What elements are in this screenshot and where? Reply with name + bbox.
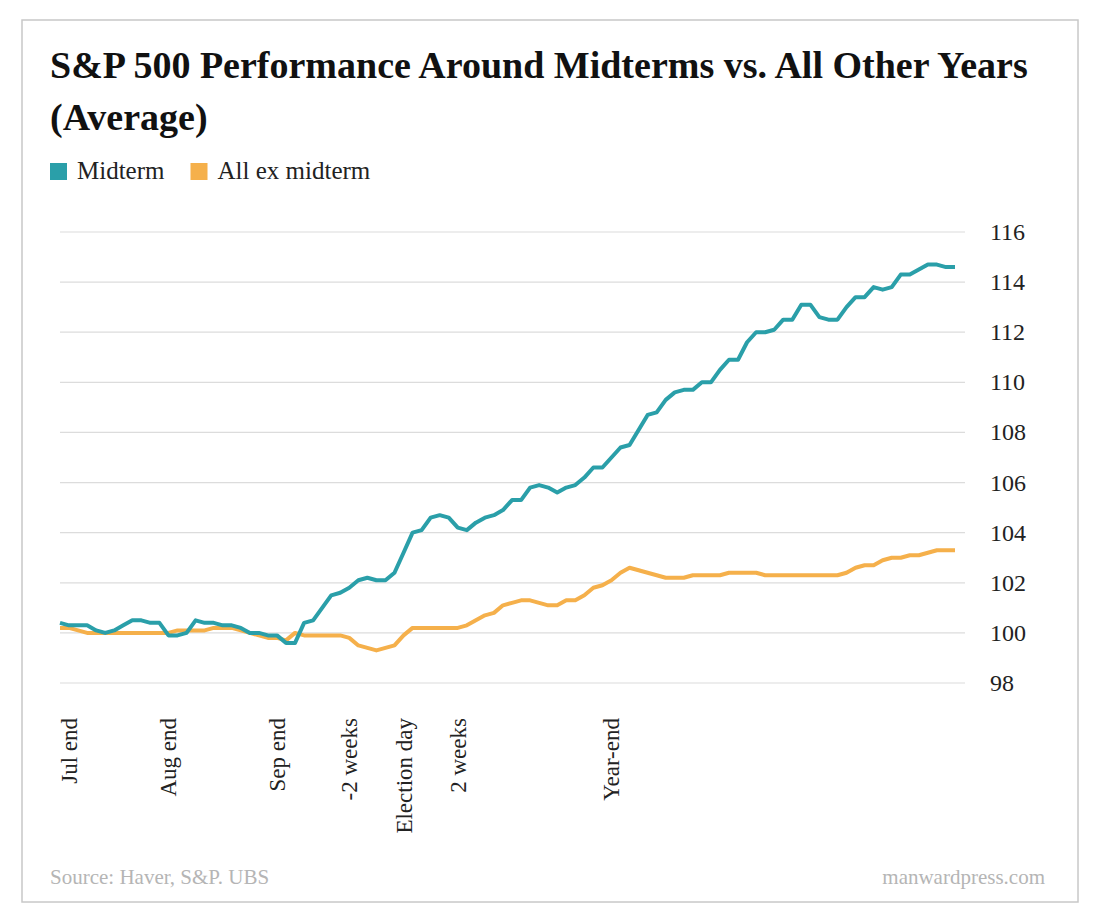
credit: manwardpress.com bbox=[882, 865, 1045, 889]
x-tick-label: Year-end bbox=[599, 718, 624, 801]
x-tick-label: Aug end bbox=[156, 718, 181, 797]
grid-line bbox=[60, 231, 965, 232]
title-line: S&P 500 Performance Around Midterms vs. … bbox=[50, 44, 1028, 86]
legend: Midterm All ex midterm bbox=[50, 157, 371, 184]
x-tick-label: 2 weeks bbox=[446, 718, 471, 793]
y-tick-label: 106 bbox=[990, 470, 1026, 496]
y-tick-label: 110 bbox=[990, 369, 1025, 395]
grid-line bbox=[60, 632, 965, 633]
y-tick-label: 104 bbox=[990, 520, 1026, 546]
grid-line bbox=[60, 432, 965, 433]
grid-line bbox=[60, 682, 965, 683]
grid-line bbox=[60, 582, 965, 583]
x-tick-label: Jul end bbox=[57, 718, 82, 784]
source: Source: Haver, S&P. UBS bbox=[50, 865, 269, 889]
grid-line bbox=[60, 382, 965, 383]
x-tick-label: -2 weeks bbox=[337, 718, 362, 800]
grid-line bbox=[60, 282, 965, 283]
series-line bbox=[60, 550, 955, 650]
frame bbox=[22, 20, 1078, 902]
grid-line bbox=[60, 332, 965, 333]
legend-swatch bbox=[50, 163, 67, 180]
title-line: (Average) bbox=[50, 96, 208, 139]
plot-area bbox=[60, 265, 955, 651]
legend-label: All ex midterm bbox=[218, 157, 371, 184]
legend-swatch bbox=[191, 163, 208, 180]
series-line bbox=[60, 265, 955, 643]
y-tick-label: 100 bbox=[990, 620, 1026, 646]
y-tick-label: 102 bbox=[990, 570, 1026, 596]
legend-label: Midterm bbox=[77, 157, 165, 184]
y-tick-label: 114 bbox=[990, 269, 1025, 295]
grid-line bbox=[60, 482, 965, 483]
grid-line bbox=[60, 532, 965, 533]
y-tick-label: 112 bbox=[990, 319, 1025, 345]
title: S&P 500 Performance Around Midterms vs. … bbox=[50, 44, 1028, 139]
y-tick-label: 98 bbox=[990, 670, 1014, 696]
y-tick-label: 116 bbox=[990, 219, 1025, 245]
x-tick-label: Election day bbox=[392, 718, 417, 834]
y-tick-label: 108 bbox=[990, 419, 1026, 445]
chart: S&P 500 Performance Around Midterms vs. … bbox=[0, 0, 1100, 922]
x-tick-label: Sep end bbox=[265, 718, 290, 792]
